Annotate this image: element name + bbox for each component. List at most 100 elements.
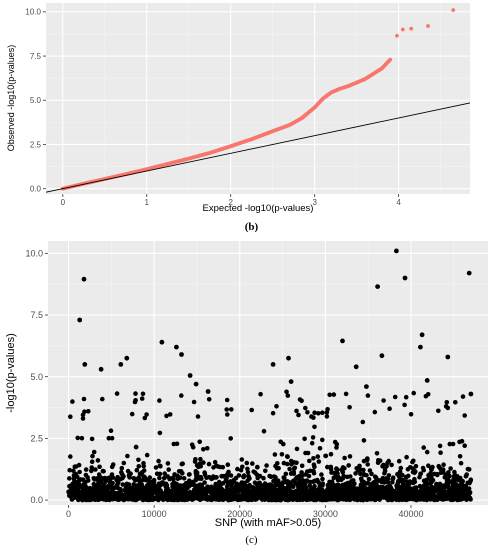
manhattan-point xyxy=(195,487,201,493)
manhattan-point xyxy=(80,490,86,495)
manhattan-point xyxy=(151,483,156,488)
manhattan-point xyxy=(120,475,125,481)
manhattan-plot: 0 10000 20000 30000 40000 0.0 2.5 5.0 7.5 10.0 S… xyxy=(5,241,488,529)
manhattan-point xyxy=(71,473,77,478)
manhattan-point xyxy=(323,493,329,499)
manhattan-top-hit xyxy=(179,352,184,357)
manhattan-point xyxy=(355,491,361,497)
manhattan-point xyxy=(196,476,202,481)
manhattan-top-hit xyxy=(353,364,359,370)
manhattan-point xyxy=(198,456,203,462)
manhattan-point xyxy=(119,470,124,475)
manhattan-point xyxy=(133,398,138,403)
manhattan-point xyxy=(305,410,310,415)
qq-reference-line xyxy=(45,102,471,193)
manhattan-point xyxy=(320,476,325,482)
manhattan-point xyxy=(126,473,132,478)
manhattan-point xyxy=(212,496,217,502)
manhattan-point xyxy=(177,487,182,493)
manhattan-point xyxy=(250,461,255,466)
manhattan-point xyxy=(167,412,173,417)
manhattan-point xyxy=(92,477,97,482)
manhattan-point xyxy=(372,409,378,415)
manhattan-point xyxy=(361,458,367,464)
manhattan-point xyxy=(275,480,280,486)
manhattan-point xyxy=(115,474,120,480)
manhattan-point xyxy=(246,474,251,479)
manhattan-point xyxy=(457,454,463,459)
manhattan-point xyxy=(87,497,93,503)
manhattan-point xyxy=(335,467,340,472)
manhattan-point xyxy=(299,463,305,469)
qq-x-tick-label: 0 xyxy=(61,198,66,207)
manhattan-point xyxy=(354,487,359,492)
manhattan-point xyxy=(452,474,458,479)
manhattan-point xyxy=(413,485,419,490)
manhattan-point xyxy=(80,497,85,503)
manhattan-point xyxy=(191,399,197,405)
manhattan-point xyxy=(347,405,352,410)
manhattan-point xyxy=(138,478,143,484)
manhattan-point xyxy=(296,412,301,418)
manhattan-point xyxy=(311,456,316,461)
manhattan-point xyxy=(434,484,440,490)
manhattan-point xyxy=(125,489,130,494)
manhattan-point xyxy=(80,416,86,421)
manhattan-point xyxy=(449,479,454,484)
manhattan-point xyxy=(280,480,286,485)
manhattan-point xyxy=(125,453,130,459)
manhattan-point xyxy=(67,476,72,481)
manhattan-point xyxy=(341,473,346,479)
manhattan-point xyxy=(132,486,138,492)
manhattan-point xyxy=(263,468,268,474)
manhattan-point xyxy=(241,496,246,502)
manhattan-point xyxy=(299,470,304,475)
manhattan-point xyxy=(136,464,142,469)
manhattan-top-hit xyxy=(445,354,451,360)
manhattan-point xyxy=(320,489,326,494)
manhattan-top-hit xyxy=(424,378,430,383)
manhattan-point xyxy=(457,439,462,445)
manhattan-point xyxy=(375,495,380,501)
manhattan-top-hit xyxy=(419,332,425,338)
manhattan-point xyxy=(134,467,140,473)
manhattan-point xyxy=(140,391,146,397)
manhattan-point xyxy=(136,457,141,463)
manhattan-point xyxy=(156,458,161,464)
caption-c: (c) xyxy=(245,534,258,546)
manhattan-point xyxy=(132,476,138,482)
manhattan-point xyxy=(376,485,382,491)
manhattan-point xyxy=(410,459,415,465)
manhattan-point xyxy=(317,485,322,491)
manhattan-point xyxy=(361,467,366,473)
manhattan-point xyxy=(229,484,235,490)
manhattan-point xyxy=(325,464,330,470)
manhattan-point xyxy=(447,441,453,447)
manhattan-point xyxy=(110,475,116,480)
caption-b: (b) xyxy=(244,221,259,233)
manhattan-point xyxy=(186,483,192,489)
manhattan-top-hit xyxy=(82,362,88,367)
manhattan-point xyxy=(367,494,373,499)
manhattan-point xyxy=(247,482,252,488)
manhattan-point xyxy=(187,479,193,485)
manhattan-point xyxy=(273,475,278,480)
manhattan-point xyxy=(468,497,473,502)
manhattan-point xyxy=(131,482,136,487)
manhattan-top-hit xyxy=(340,338,345,344)
manhattan-point xyxy=(218,485,223,491)
manhattan-x-tick-label: 20000 xyxy=(227,509,252,519)
manhattan-point xyxy=(348,495,353,500)
manhattan-point xyxy=(235,496,240,501)
manhattan-point xyxy=(226,497,231,503)
manhattan-point xyxy=(383,463,389,469)
manhattan-point xyxy=(153,465,159,470)
manhattan-top-hit xyxy=(193,381,199,387)
manhattan-point xyxy=(141,468,147,473)
manhattan-point xyxy=(197,482,202,488)
qq-y-tick-label: 7.5 xyxy=(30,52,42,61)
manhattan-point xyxy=(186,472,192,477)
manhattan-point xyxy=(224,397,230,403)
manhattan-point xyxy=(252,495,257,501)
manhattan-point xyxy=(179,393,184,398)
